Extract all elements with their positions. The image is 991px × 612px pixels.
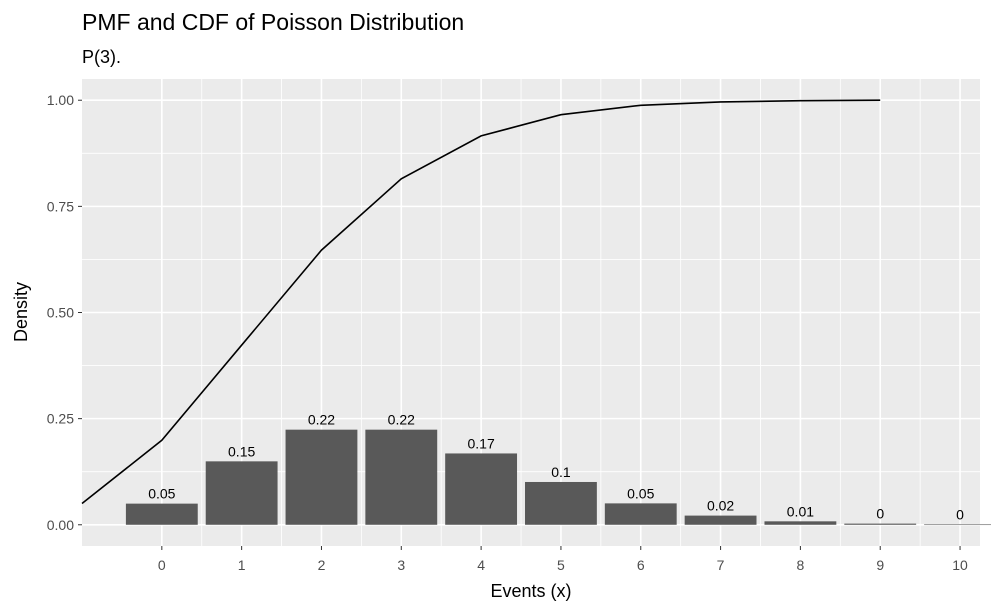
chart-title: PMF and CDF of Poisson Distribution [82,9,464,35]
bar-x-0 [125,503,198,525]
x-tick-label: 6 [637,557,645,573]
bar-label-x-10: 0 [956,506,964,522]
pmf-bars [125,429,991,526]
x-tick-label: 0 [158,557,166,573]
y-axis-ticks: 0.00 0.25 0.50 0.75 1.00 [47,92,82,533]
bar-label-x-5: 0.1 [551,464,571,480]
x-tick-label: 7 [717,557,725,573]
bar-x-2 [285,429,358,525]
x-tick-label: 4 [477,557,485,573]
x-tick-label: 9 [876,557,884,573]
bar-x-4 [445,453,518,525]
bar-x-8 [764,521,837,525]
y-tick-label: 0.00 [47,517,74,533]
y-axis-title: Density [11,282,31,342]
x-tick-label: 2 [318,557,326,573]
bar-x-6 [604,503,677,525]
chart-subtitle: P(3). [82,47,121,67]
bar-label-x-4: 0.17 [467,435,494,451]
bar-label-x-6: 0.05 [627,485,654,501]
x-tick-label: 3 [397,557,405,573]
bar-label-x-0: 0.05 [148,486,175,502]
bar-x-9 [844,523,917,525]
bar-x-3 [365,429,438,525]
bar-label-x-8: 0.01 [787,503,814,519]
x-tick-label: 10 [952,557,968,573]
y-tick-label: 1.00 [47,92,74,108]
y-tick-label: 0.50 [47,305,74,321]
x-tick-label: 5 [557,557,565,573]
bar-label-x-2: 0.22 [308,412,335,428]
bar-x-5 [525,481,597,525]
x-axis-title: Events (x) [490,581,571,601]
cdf-line [81,99,881,505]
bar-x-7 [684,515,757,525]
x-axis-ticks: 0 1 2 3 4 5 6 7 8 9 10 [158,546,968,573]
x-tick-label: 1 [238,557,246,573]
bar-x-1 [205,461,278,525]
y-tick-label: 0.75 [47,198,74,214]
bar-label-x-7: 0.02 [707,498,734,514]
bar-x-10 [924,524,991,526]
x-tick-label: 8 [797,557,805,573]
bar-label-x-9: 0 [876,506,884,522]
bar-label-x-1: 0.15 [228,443,255,459]
pmf-bar-labels: 0.05 0.15 0.22 0.22 0.17 0.1 0.05 0.02 0.01 0 0 [148,412,964,523]
bar-label-x-3: 0.22 [388,412,415,428]
y-tick-label: 0.25 [47,411,74,427]
